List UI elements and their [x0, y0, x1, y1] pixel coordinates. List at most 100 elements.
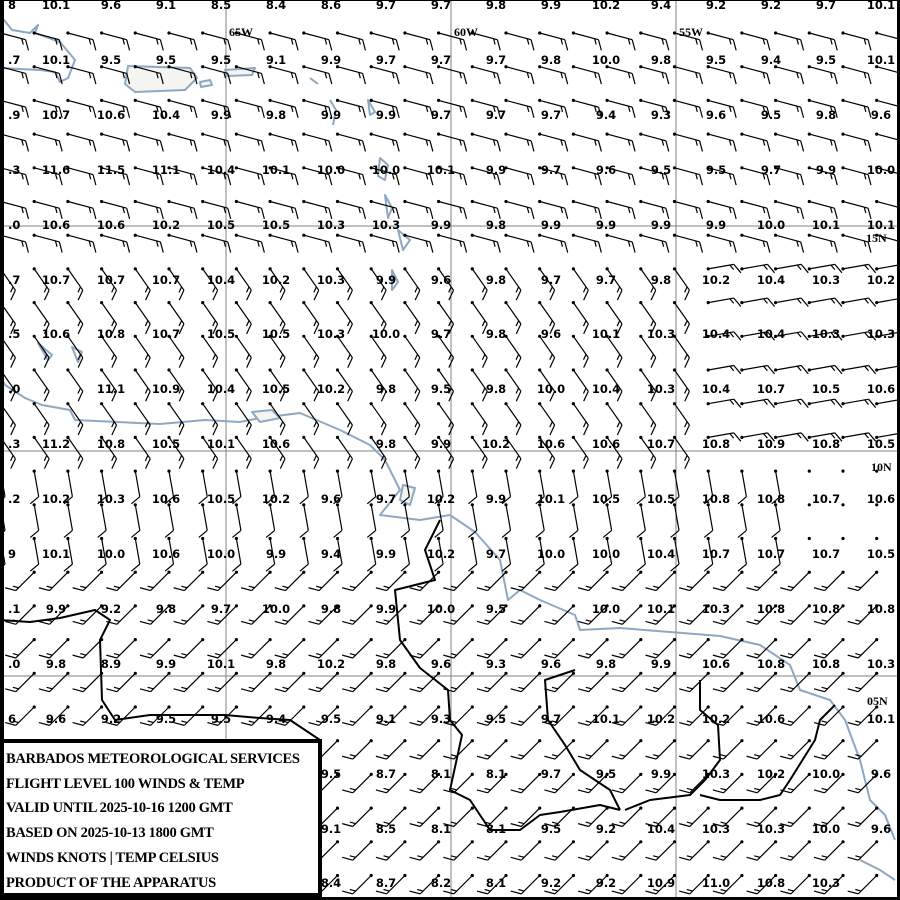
barb-line [419, 740, 440, 760]
barb-line [450, 888, 457, 892]
barb-line [308, 688, 320, 693]
station-dot [807, 469, 811, 473]
barb-line [212, 357, 219, 368]
suriname-guiana-border [624, 680, 721, 811]
wind-barb [706, 65, 737, 85]
wind-barb [232, 469, 242, 505]
barb-line [438, 403, 455, 426]
barb-line [450, 821, 457, 825]
barb-line [375, 890, 387, 895]
barb-line [796, 365, 802, 372]
wind-barb [807, 132, 838, 152]
barb-line [101, 133, 127, 142]
wind-barb [164, 536, 175, 572]
barb-line [572, 437, 589, 460]
barb-line [92, 106, 97, 118]
barb-line [46, 585, 53, 589]
wind-barb [476, 604, 508, 625]
barb-line [370, 335, 387, 358]
temperature-value: 8.1 [485, 876, 507, 891]
temperature-value-partial: .7 [8, 272, 21, 287]
barb-line [686, 888, 693, 892]
wind-barb [97, 536, 107, 572]
barb-line [530, 241, 535, 253]
barb-line [539, 66, 565, 75]
barb-line [554, 672, 574, 693]
barb-line [551, 686, 558, 690]
wind-barb [400, 536, 411, 572]
barb-line [181, 686, 188, 690]
wind-barb [510, 772, 542, 794]
wind-barb [164, 469, 175, 505]
temperature-value: 10.1 [811, 217, 841, 232]
temperature-value: 10.3 [371, 217, 401, 232]
barb-line [43, 357, 50, 368]
barb-line [246, 289, 252, 301]
barb-line [652, 619, 660, 623]
barb-line [34, 167, 60, 176]
legend-credit: PRODUCT OF THE APPARATUS [6, 874, 216, 891]
temperature-value-partial: .0 [8, 656, 21, 671]
barb-line [67, 167, 94, 176]
barb-line [101, 437, 118, 460]
barb-line [386, 605, 406, 625]
barb-line [583, 323, 589, 335]
barb-line [5, 587, 16, 592]
barb-line [417, 754, 424, 757]
wind-barb [740, 199, 771, 220]
wind-barb [100, 98, 131, 118]
barb-line [627, 240, 631, 247]
barb-line [212, 387, 216, 394]
barb-line [429, 208, 434, 220]
barb-line [43, 424, 50, 436]
barb-line [145, 289, 151, 301]
barb-line [63, 496, 73, 505]
barb-line [168, 437, 185, 460]
temperature-value: 8.7 [375, 766, 397, 781]
wind-barb [0, 132, 30, 152]
barb-line [434, 496, 444, 505]
barb-line [847, 654, 859, 659]
barb-line [496, 174, 501, 186]
barb-line [583, 391, 589, 402]
wind-barb [468, 469, 478, 505]
barb-line [417, 720, 424, 724]
wind-barb [602, 536, 613, 572]
barb-line [583, 289, 589, 301]
barb-line [429, 140, 434, 152]
barb-line [77, 354, 82, 361]
temperature-value: 10.2 [426, 547, 456, 561]
temperature-value: 9.6 [320, 492, 342, 507]
temperature-value: 9.2 [595, 821, 617, 836]
legend-base-time: BASED ON 2025-10-13 1800 GMT [6, 825, 214, 842]
wind-barb [207, 638, 238, 659]
temperature-value: 10.3 [811, 327, 841, 342]
barb-line [294, 208, 299, 220]
wind-barb [504, 65, 535, 85]
barb-line [290, 240, 294, 247]
temperature-value: 9.7 [760, 162, 782, 177]
barb-line [58, 208, 63, 220]
barb-line [181, 585, 188, 589]
temperature-value: 9.9 [430, 217, 452, 232]
barb-line [549, 286, 553, 293]
barb-line [611, 755, 623, 760]
barb-line [279, 354, 284, 361]
barb-line [67, 369, 84, 392]
wind-barb [139, 671, 171, 693]
wind-barb [32, 402, 50, 436]
wind-barb [240, 671, 272, 693]
barb-line [438, 99, 464, 108]
barb-line [189, 38, 193, 45]
barb-line [313, 289, 320, 301]
barb-line [549, 320, 553, 327]
barb-line [564, 140, 569, 152]
temperature-value: 11.1 [96, 382, 126, 397]
barb-line [487, 639, 507, 659]
temperature-value: 9.7 [540, 107, 562, 122]
barb-line [223, 207, 227, 214]
barb-line [597, 106, 602, 118]
barb-line [324, 38, 328, 45]
barb-line [703, 529, 714, 538]
barb-line [510, 856, 522, 861]
